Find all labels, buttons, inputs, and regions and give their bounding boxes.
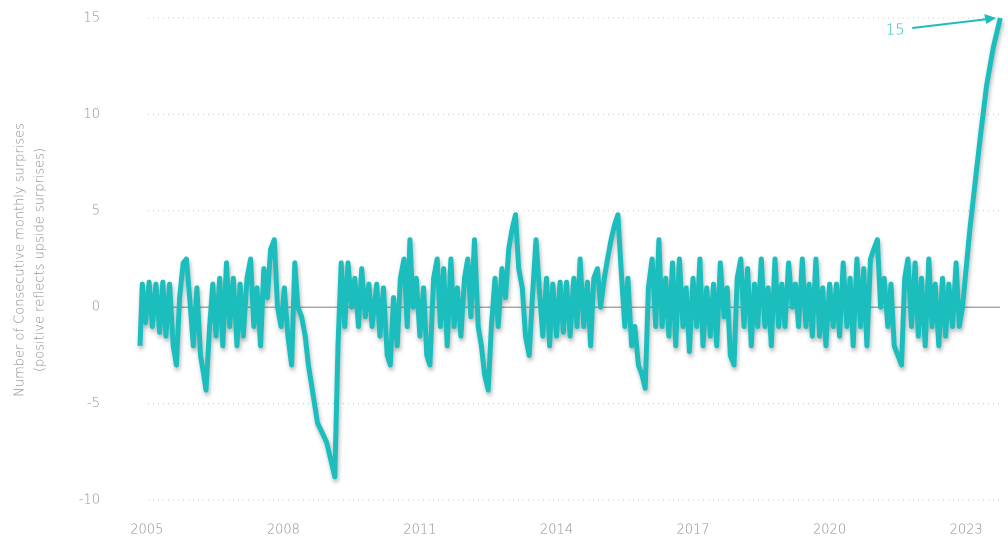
x-tick-label: 2011	[403, 523, 436, 538]
y-axis-label: (positive reflects upside surprises)	[33, 148, 48, 372]
annotation: 15	[886, 21, 905, 39]
y-axis-label: Number of Consecutive monthly surprises	[13, 123, 28, 397]
x-tick-label: 2023	[950, 523, 983, 538]
x-tick-label: 2005	[130, 523, 163, 538]
y-tick-label: 5	[92, 203, 100, 218]
y-tick-label: 10	[83, 107, 100, 122]
x-tick-label: 2014	[540, 523, 573, 538]
y-tick-label: -5	[87, 396, 100, 411]
annotation-arrowhead	[984, 14, 997, 24]
y-tick-label: 15	[83, 11, 100, 26]
data-line	[137, 17, 1003, 480]
y-tick-label: 0	[92, 300, 100, 315]
annotation-arrow	[912, 18, 989, 29]
x-tick-label: 2017	[676, 523, 709, 538]
x-tick-label: 2008	[267, 523, 300, 538]
y-tick-label: -10	[79, 493, 100, 508]
x-tick-label: 2020	[813, 523, 846, 538]
